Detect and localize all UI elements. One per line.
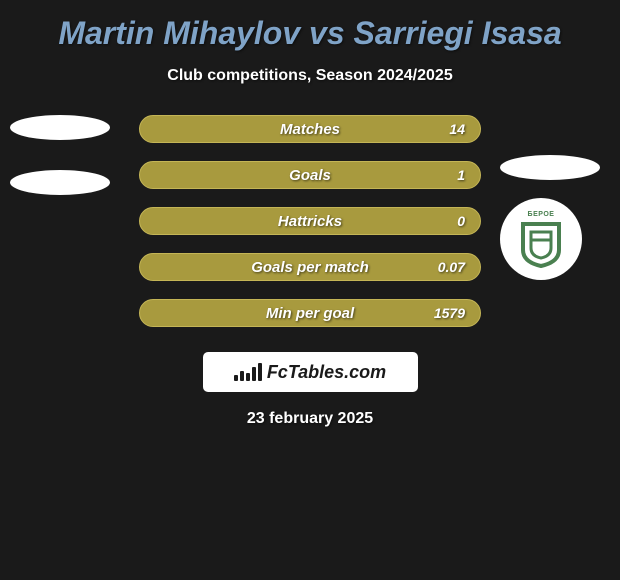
stat-label: Goals per match <box>251 259 369 276</box>
chart-icon <box>234 363 262 381</box>
left-decorative-ovals <box>10 115 110 225</box>
stat-bar: Goals 1 <box>139 161 481 189</box>
stat-bar: Min per goal 1579 <box>139 299 481 327</box>
stat-value: 14 <box>449 121 465 137</box>
fctables-label: FcTables.com <box>267 362 386 383</box>
stats-area: БЕРОЕ Matches 14 Goals 1 Hattricks 0 Goals per… <box>0 115 620 327</box>
stat-label: Min per goal <box>266 305 354 322</box>
stat-value: 1579 <box>434 305 465 321</box>
icon-bar <box>246 373 250 381</box>
icon-bar <box>258 363 262 381</box>
right-badges: БЕРОЕ <box>500 155 600 280</box>
shield-icon <box>519 220 563 268</box>
stat-value: 1 <box>457 167 465 183</box>
oval-decoration <box>10 115 110 140</box>
stat-bar: Matches 14 <box>139 115 481 143</box>
stat-label: Hattricks <box>278 213 342 230</box>
stat-bar: Goals per match 0.07 <box>139 253 481 281</box>
icon-bar <box>252 367 256 381</box>
badge-text: БЕРОЕ <box>519 211 563 218</box>
stat-label: Goals <box>289 167 331 184</box>
date-text: 23 february 2025 <box>247 410 373 428</box>
badge-content: БЕРОЕ <box>519 211 563 268</box>
icon-bar <box>240 371 244 381</box>
page-subtitle: Club competitions, Season 2024/2025 <box>167 67 452 85</box>
stat-bar: Hattricks 0 <box>139 207 481 235</box>
team-badge: БЕРОЕ <box>500 198 582 280</box>
main-container: Martin Mihaylov vs Sarriegi Isasa Club c… <box>0 0 620 438</box>
stat-value: 0.07 <box>438 259 465 275</box>
stat-label: Matches <box>280 121 340 138</box>
page-title: Martin Mihaylov vs Sarriegi Isasa <box>58 15 561 52</box>
stat-value: 0 <box>457 213 465 229</box>
oval-decoration <box>10 170 110 195</box>
fctables-badge: FcTables.com <box>203 352 418 392</box>
icon-bar <box>234 375 238 381</box>
oval-decoration <box>500 155 600 180</box>
